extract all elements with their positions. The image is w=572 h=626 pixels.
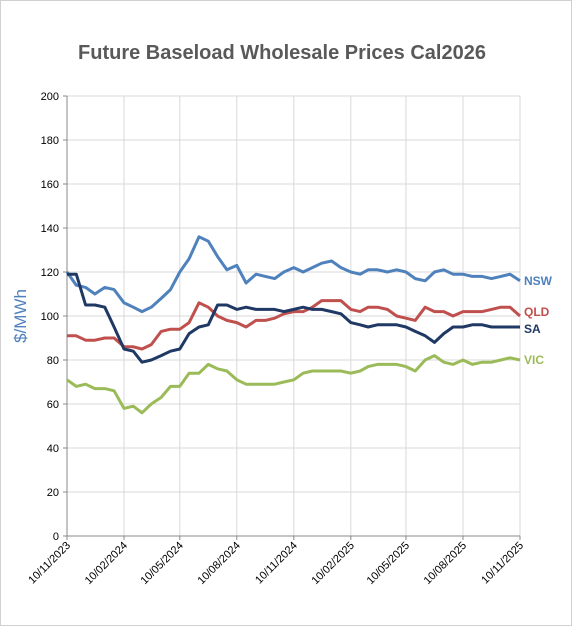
y-tick-label: 200 [41, 91, 59, 103]
series-line [66, 354, 521, 415]
chart-title: Future Baseload Wholesale Prices Cal2026 [78, 42, 486, 64]
series-line [67, 272, 520, 364]
y-tick-label: 80 [47, 355, 59, 367]
series-line [67, 299, 521, 351]
y-tick-label: 40 [47, 443, 59, 455]
y-tick-label: 20 [47, 487, 59, 499]
series-label: QLD [524, 305, 550, 319]
y-tick-label: 180 [41, 135, 59, 147]
y-tick-label: 60 [47, 399, 59, 411]
y-tick-label: 140 [41, 223, 59, 235]
y-tick-label: 160 [41, 179, 59, 191]
series-label: VIC [524, 353, 544, 367]
y-tick-label: 120 [41, 267, 59, 279]
series-label: NSW [524, 274, 553, 288]
series-label: SA [524, 322, 541, 336]
y-axis-label: $/MWh [11, 289, 30, 343]
y-tick-label: 100 [41, 311, 59, 323]
y-tick-label: 0 [53, 531, 59, 543]
series-line [65, 235, 521, 314]
